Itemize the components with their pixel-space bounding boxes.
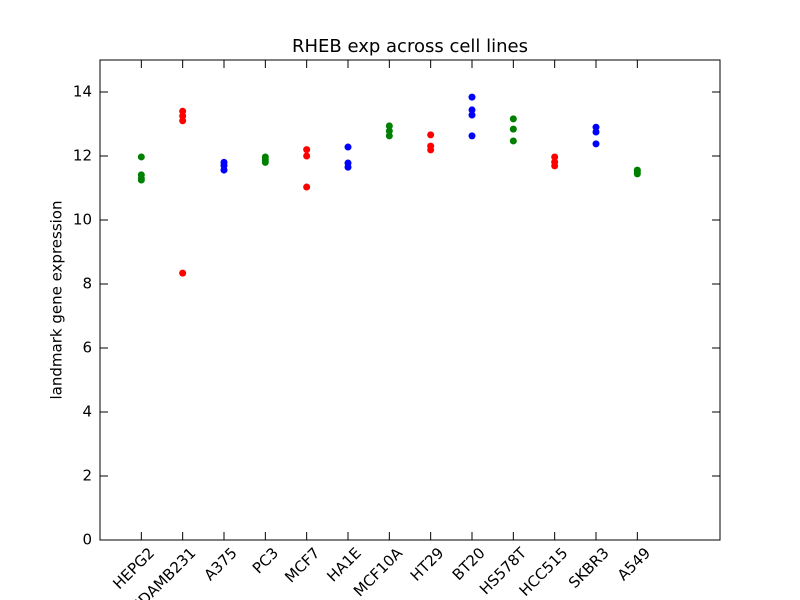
data-point [592, 123, 600, 131]
data-point [509, 137, 517, 145]
y-tick-label: 8 [82, 275, 92, 293]
plot-frame [99, 59, 721, 541]
data-point [551, 162, 559, 170]
data-point [261, 158, 269, 166]
data-point [344, 163, 352, 171]
data-point [468, 93, 476, 101]
data-point [385, 122, 393, 130]
data-point [220, 166, 228, 174]
y-tick-label: 10 [73, 211, 92, 229]
data-point [509, 125, 517, 133]
data-point [592, 128, 600, 136]
data-point [303, 146, 311, 154]
data-point [509, 115, 517, 123]
data-point [551, 153, 559, 161]
data-point [468, 106, 476, 114]
data-point [468, 111, 476, 119]
y-tick-label: 6 [82, 339, 92, 357]
data-point [137, 153, 145, 161]
data-point [179, 112, 187, 120]
data-point [137, 176, 145, 184]
data-point [179, 117, 187, 125]
data-point [179, 269, 187, 277]
data-point [633, 170, 641, 178]
data-point [344, 143, 352, 151]
data-point [385, 132, 393, 140]
data-point [385, 127, 393, 135]
data-point [468, 132, 476, 140]
data-point [592, 140, 600, 148]
y-tick-label: 0 [82, 531, 92, 549]
data-point [179, 107, 187, 115]
data-point [303, 183, 311, 191]
y-tick-label: 2 [82, 467, 92, 485]
y-tick-label: 14 [73, 83, 92, 101]
y-axis-label: landmark gene expression [48, 201, 66, 400]
y-tick-label: 12 [73, 147, 92, 165]
data-point [427, 146, 435, 154]
data-point [427, 131, 435, 139]
data-point [303, 152, 311, 160]
y-tick-label: 4 [82, 403, 92, 421]
chart-title: RHEB exp across cell lines [292, 36, 528, 57]
